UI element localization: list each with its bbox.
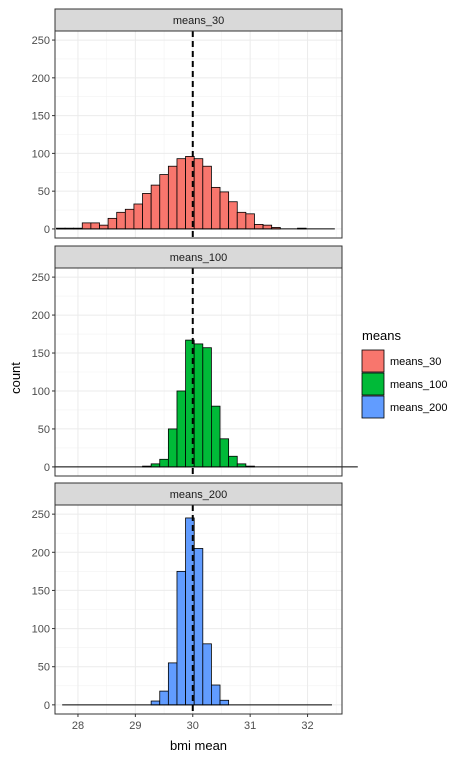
histogram-bar xyxy=(150,700,161,706)
x-tick-label: 31 xyxy=(244,720,256,732)
histogram-bar xyxy=(176,158,186,230)
histogram-bar xyxy=(219,438,230,468)
histogram-bar xyxy=(219,191,230,230)
x-tick-label: 29 xyxy=(129,720,141,732)
histogram-bar xyxy=(176,390,186,468)
legend-title: means xyxy=(362,328,402,343)
y-tick-label: 200 xyxy=(32,310,50,322)
histogram-bar xyxy=(107,217,118,230)
histogram-bar xyxy=(228,201,238,230)
histogram-bar xyxy=(159,458,169,468)
legend-label: means_200 xyxy=(390,402,448,414)
y-tick-label: 0 xyxy=(44,700,50,712)
legend-swatch xyxy=(361,372,385,396)
histogram-bar xyxy=(236,211,247,230)
histogram-bar xyxy=(167,428,178,468)
histogram-bar xyxy=(219,699,230,706)
histogram-bar xyxy=(202,165,212,230)
histogram-bar xyxy=(176,570,186,706)
histogram-bar xyxy=(81,222,92,230)
histogram-bar xyxy=(99,224,109,230)
x-tick-label: 28 xyxy=(72,720,84,732)
histogram-bar xyxy=(262,224,273,230)
histogram-bar xyxy=(150,184,161,230)
y-tick-label: 100 xyxy=(32,624,50,636)
histogram-bar xyxy=(116,211,126,230)
histogram-bar xyxy=(193,548,204,706)
y-tick-label: 250 xyxy=(32,35,50,47)
histogram-bar xyxy=(167,662,178,706)
y-tick-label: 150 xyxy=(32,585,50,597)
histogram-bar xyxy=(202,347,212,468)
histogram-bar xyxy=(159,174,169,230)
histogram-bar xyxy=(193,343,204,468)
histogram-bar xyxy=(124,208,135,230)
panel-border xyxy=(54,504,343,715)
legend-label: means_100 xyxy=(390,379,448,391)
histogram-bar xyxy=(202,643,212,706)
x-tick-label: 30 xyxy=(187,720,199,732)
legend-swatch xyxy=(361,395,385,419)
facet-strip-label: means_200 xyxy=(170,489,228,501)
y-tick-label: 250 xyxy=(32,272,50,284)
histogram-bar xyxy=(211,186,221,230)
facet-strip-label: means_100 xyxy=(170,252,228,264)
histogram-bar xyxy=(211,405,221,468)
y-tick-label: 100 xyxy=(32,386,50,398)
y-tick-label: 50 xyxy=(38,662,50,674)
histogram-bar xyxy=(167,165,178,230)
histogram-bar xyxy=(193,158,204,230)
y-tick-label: 50 xyxy=(38,186,50,198)
histogram-bar xyxy=(245,213,255,230)
histogram-bar xyxy=(159,690,169,706)
y-axis-title: count xyxy=(8,362,23,394)
y-tick-label: 0 xyxy=(44,462,50,474)
y-tick-label: 200 xyxy=(32,547,50,559)
histogram-bar xyxy=(254,224,264,230)
histogram-bar xyxy=(142,193,152,230)
facet-strip-label: means_30 xyxy=(173,15,224,27)
histogram-bar xyxy=(133,203,143,230)
x-tick-label: 32 xyxy=(301,720,313,732)
histogram-bar xyxy=(90,222,100,230)
y-tick-label: 100 xyxy=(32,148,50,160)
y-tick-label: 250 xyxy=(32,509,50,521)
y-tick-label: 50 xyxy=(38,424,50,436)
histogram-bar xyxy=(211,684,221,706)
y-tick-label: 150 xyxy=(32,111,50,123)
panel-border xyxy=(54,267,343,477)
y-tick-label: 150 xyxy=(32,348,50,360)
y-tick-label: 0 xyxy=(44,224,50,236)
legend-label: means_30 xyxy=(390,356,441,368)
panel-border xyxy=(54,30,343,239)
x-axis-title: bmi mean xyxy=(170,738,227,753)
legend-swatch xyxy=(361,349,385,373)
y-tick-label: 200 xyxy=(32,73,50,85)
histogram-bar xyxy=(228,455,238,468)
